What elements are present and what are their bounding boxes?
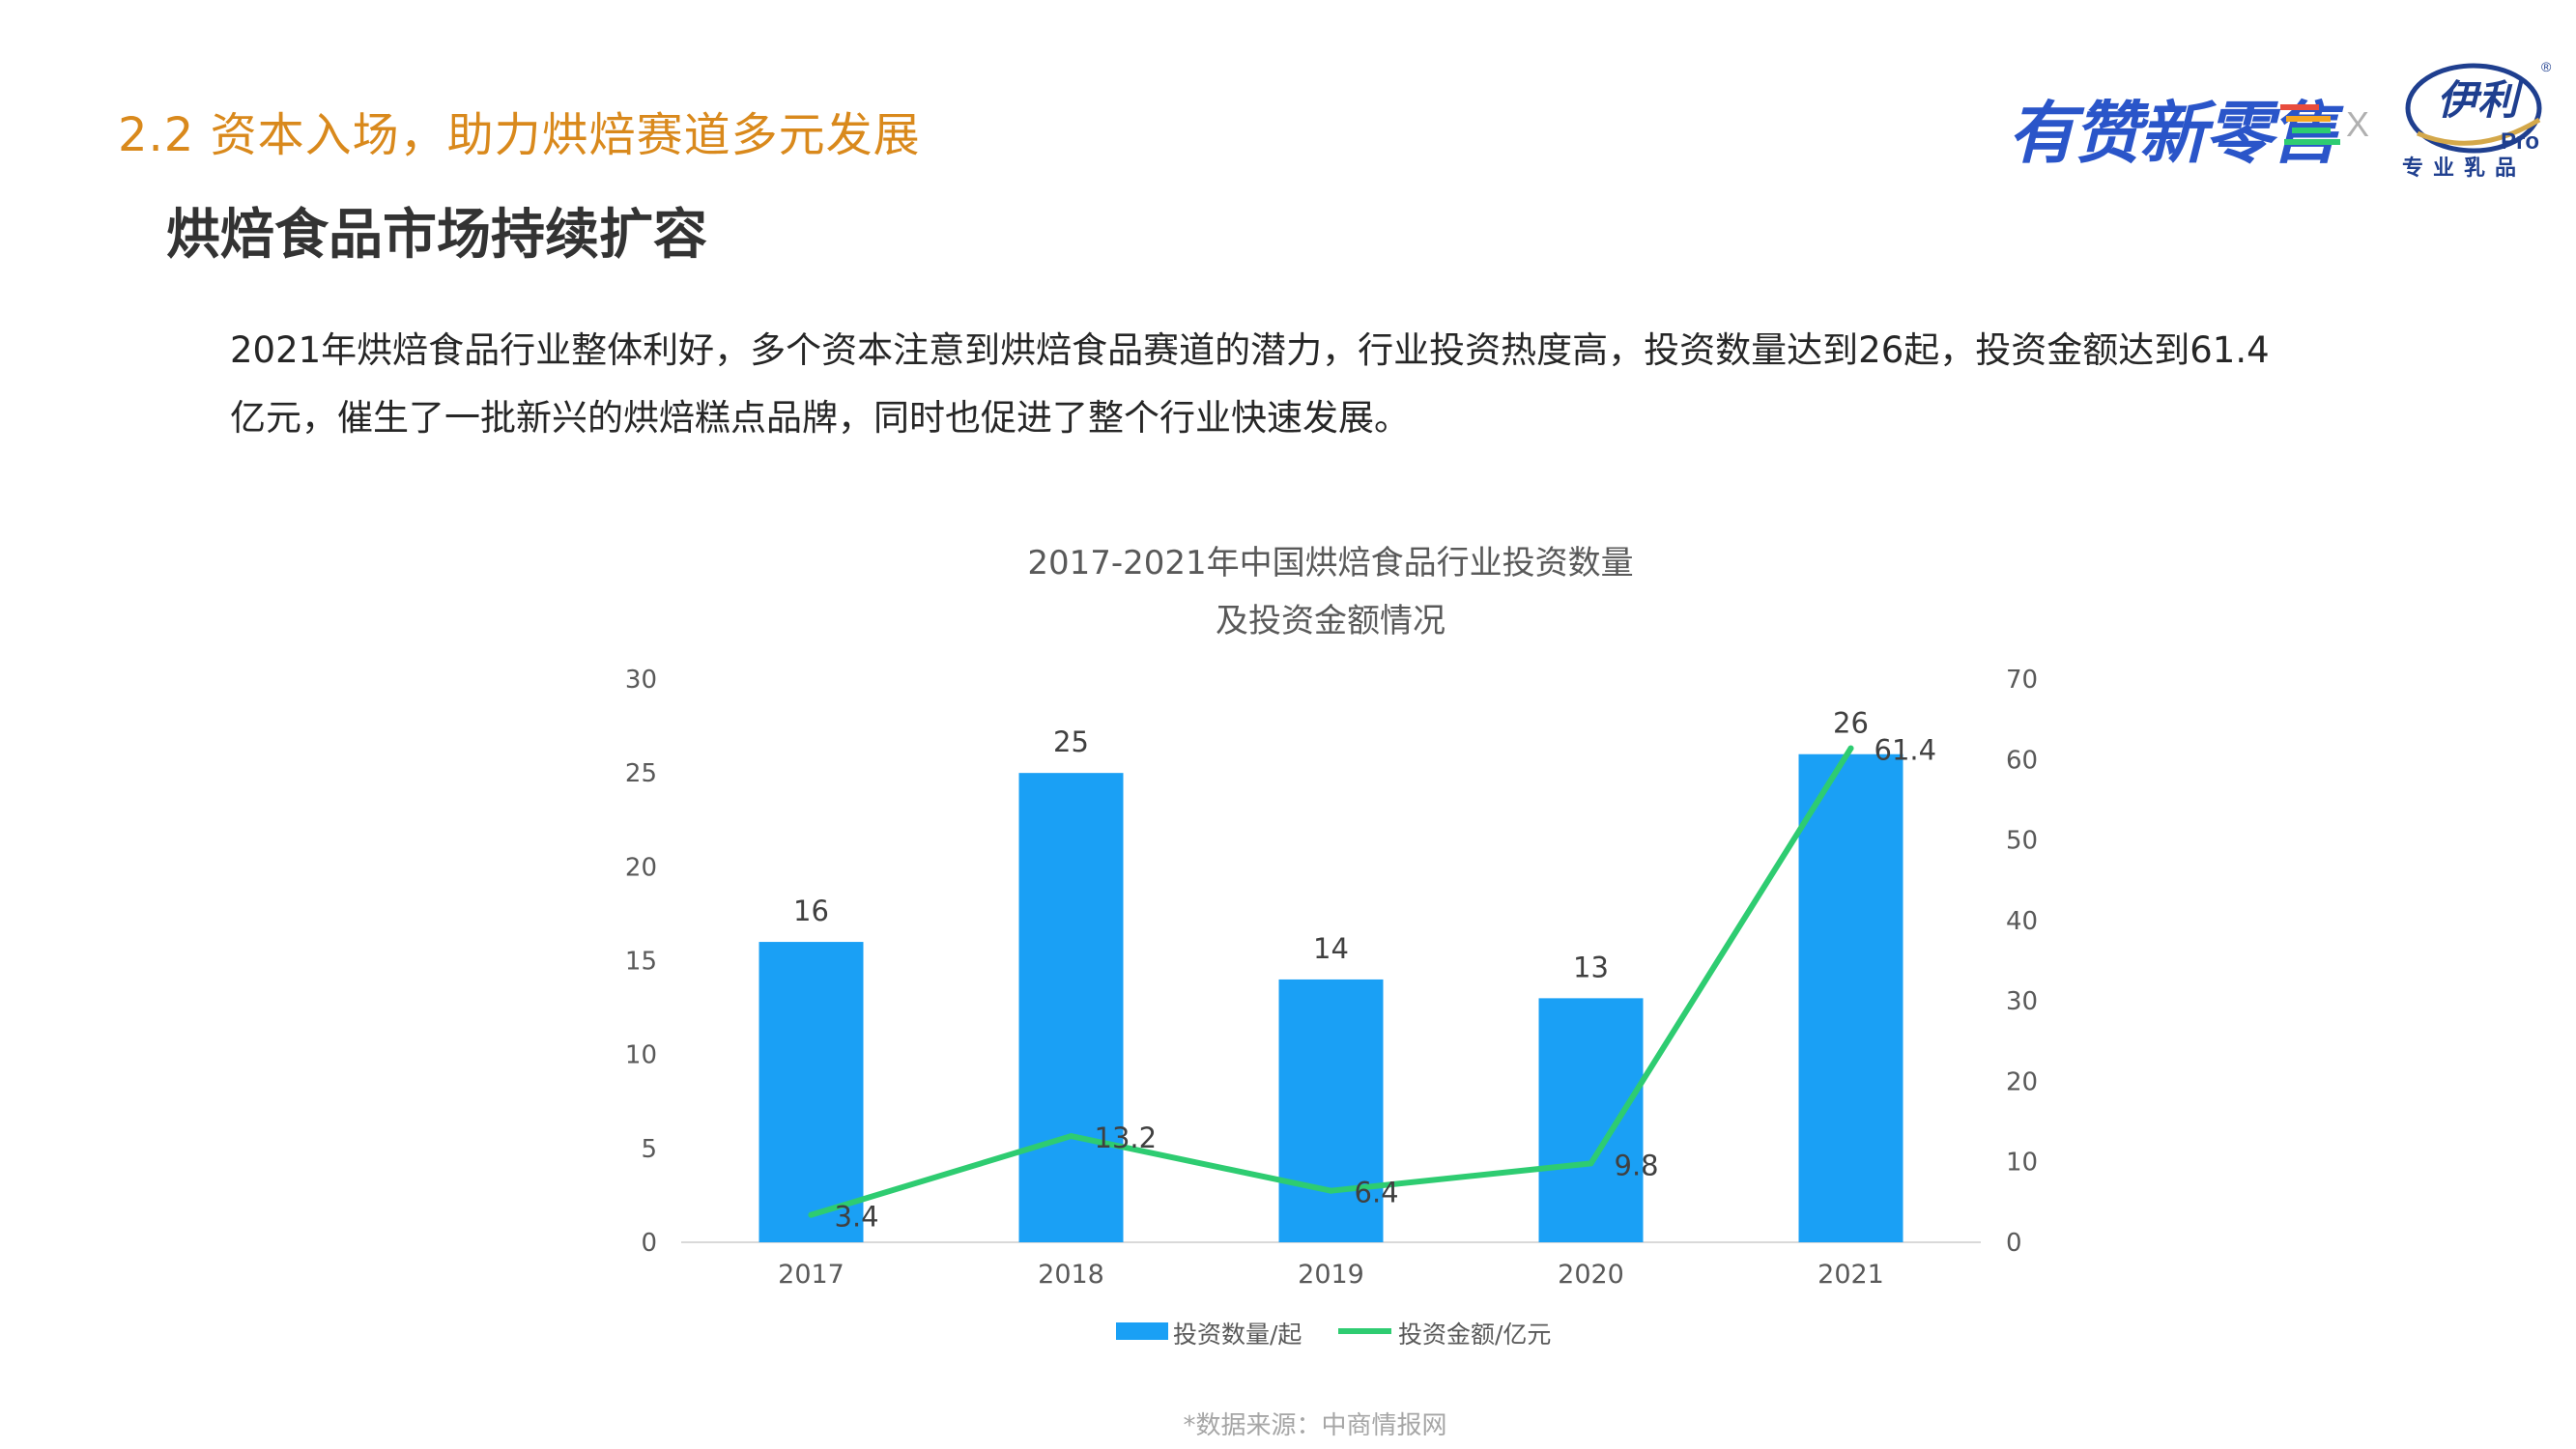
- y-left-tick-label: 15: [625, 948, 657, 977]
- bar: [1538, 998, 1644, 1242]
- bar-data-label: 14: [1313, 932, 1349, 965]
- y-left-tick-label: 30: [625, 666, 657, 695]
- line-data-label: 9.8: [1615, 1149, 1659, 1181]
- bar: [1798, 753, 1903, 1242]
- y-right-tick-label: 50: [2006, 827, 2038, 856]
- y-right-tick-label: 70: [2006, 666, 2038, 695]
- line-data-label: 6.4: [1355, 1177, 1399, 1209]
- chart-title: 2017-2021年中国烘焙食品行业投资数量 及投资金额情况: [1027, 544, 1633, 640]
- bar-data-label: 25: [1053, 725, 1089, 758]
- chart-title-line-1: 2017-2021年中国烘焙食品行业投资数量: [1027, 544, 1633, 582]
- yili-pro-text: Pro: [2501, 128, 2539, 155]
- bar: [1018, 773, 1124, 1242]
- legend-bar-swatch: [1116, 1322, 1168, 1340]
- y-right-tick-label: 40: [2006, 907, 2038, 936]
- y-left-tick-label: 5: [641, 1135, 657, 1164]
- line-data-label: 13.2: [1095, 1122, 1158, 1154]
- x-tick-label: 2021: [1818, 1260, 1884, 1290]
- legend-bar-label: 投资数量/起: [1173, 1321, 1302, 1349]
- bar-data-label: 26: [1833, 707, 1869, 740]
- chart-legend: 投资数量/起 投资金额/亿元: [1116, 1321, 1551, 1349]
- logo-separator: X: [2346, 104, 2370, 144]
- section-title: 2.2 资本入场，助力烘焙赛道多元发展: [118, 108, 921, 162]
- x-tick-label: 2017: [778, 1260, 844, 1290]
- headline: 烘焙食品市场持续扩容: [166, 204, 707, 267]
- y-right-tick-label: 30: [2006, 987, 2038, 1016]
- youzan-logo-stripes: [2280, 104, 2340, 145]
- line-point: [1588, 1160, 1594, 1167]
- y-left-tick-label: 0: [641, 1229, 657, 1258]
- line-point: [1328, 1187, 1334, 1194]
- line-point: [1847, 745, 1854, 752]
- y-left-tick-label: 20: [625, 853, 657, 882]
- yili-subtitle: 专业乳品: [2402, 156, 2527, 181]
- bar-data-label: 16: [793, 895, 829, 927]
- y-right-tick-label: 10: [2006, 1149, 2038, 1178]
- line-point: [808, 1211, 815, 1218]
- x-tick-label: 2019: [1298, 1260, 1364, 1290]
- line-data-label: 61.4: [1875, 734, 1937, 767]
- legend-line-label: 投资金额/亿元: [1398, 1321, 1551, 1349]
- bar: [758, 942, 864, 1242]
- data-source-note: *数据来源：中商情报网: [1183, 1411, 1447, 1440]
- chart-title-line-2: 及投资金额情况: [1216, 602, 1445, 640]
- bar: [1278, 979, 1384, 1242]
- y-right-tick-label: 60: [2006, 746, 2038, 775]
- y-right-tick-label: 20: [2006, 1067, 2038, 1096]
- registered-mark: ®: [2541, 59, 2552, 74]
- yili-logo: 伊利 Pro ®: [2405, 59, 2552, 155]
- y-left-tick-label: 25: [625, 759, 657, 788]
- bar-data-label: 13: [1573, 951, 1609, 983]
- x-tick-label: 2020: [1558, 1260, 1624, 1290]
- body-paragraph: 2021年烘焙食品行业整体利好，多个资本注意到烘焙食品赛道的潜力，行业投资热度高…: [230, 329, 2270, 439]
- y-right-tick-label: 0: [2006, 1229, 2022, 1258]
- yili-logo-text: 伊利: [2437, 77, 2524, 123]
- line-data-label: 3.4: [835, 1201, 879, 1234]
- line-point: [1068, 1133, 1074, 1140]
- x-tick-label: 2018: [1038, 1260, 1104, 1290]
- y-left-tick-label: 10: [625, 1041, 657, 1070]
